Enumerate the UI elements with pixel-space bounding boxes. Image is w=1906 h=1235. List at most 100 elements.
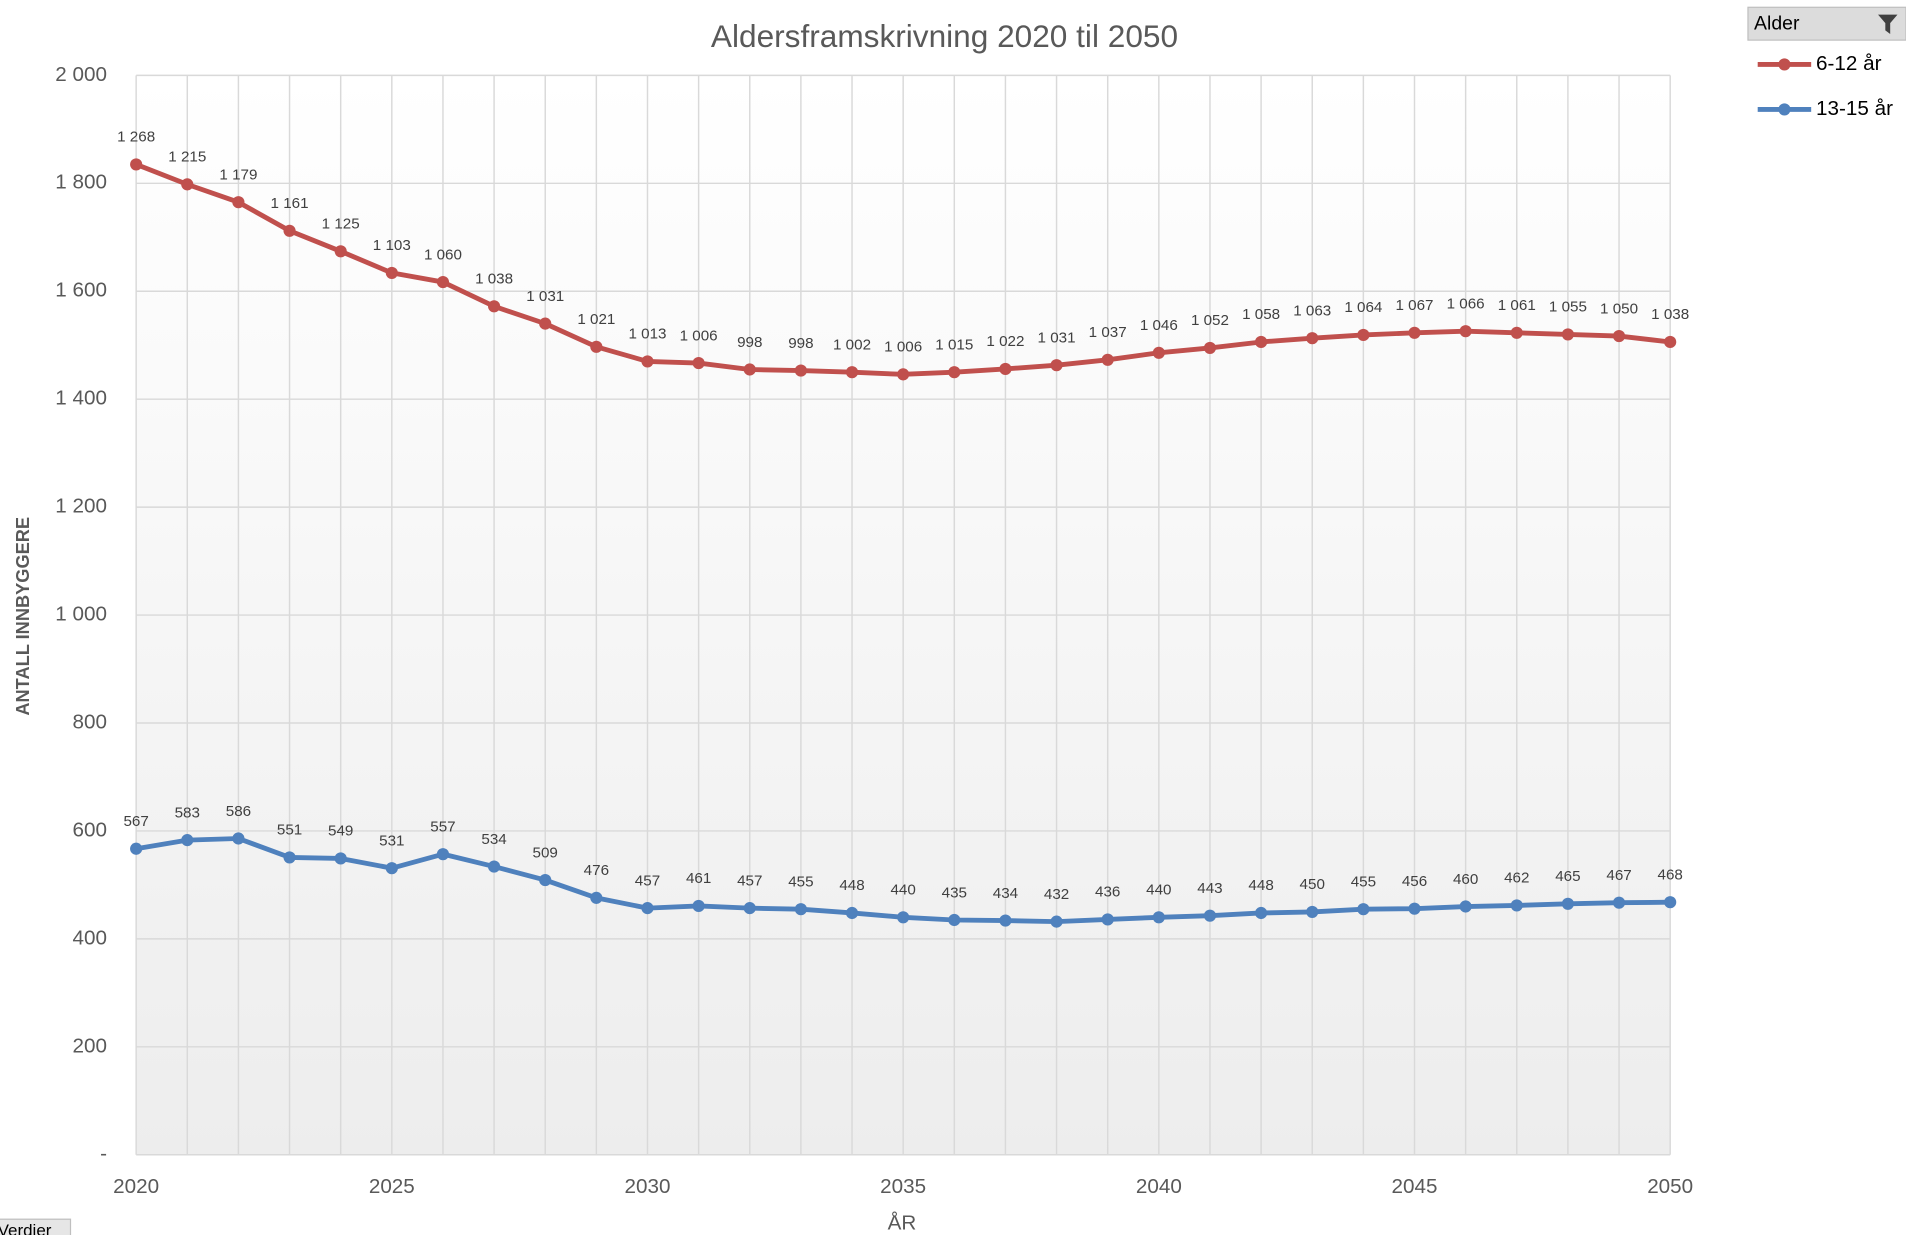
x-tick-label: 2025 [369,1175,415,1198]
point [999,362,1012,376]
data-label: 440 [890,882,915,899]
point [130,842,143,855]
field-button[interactable] [0,1218,72,1235]
point [385,862,398,875]
y-tick-label: - [100,1142,107,1165]
data-label: 476 [584,862,609,879]
point [1459,900,1472,913]
data-label: 549 [328,823,353,840]
data-label: 1 103 [373,237,411,254]
filter-icon[interactable] [1878,14,1898,35]
point [1612,329,1626,343]
data-label: 557 [430,818,455,835]
chart-title: Aldersframskrivning 2020 til 2050 [711,18,1178,54]
legend-marker [1778,103,1791,116]
y-tick-label: 1 400 [55,387,107,410]
point [1255,906,1268,920]
point [1561,328,1574,341]
point [539,873,552,887]
legend-marker [1778,58,1791,71]
data-label: 551 [277,822,302,839]
point [1152,911,1165,924]
data-label: 1 006 [884,339,922,356]
legend-label: 13-15 år [1816,97,1893,120]
point [1101,913,1114,926]
data-label: 1 060 [424,246,462,263]
point [1510,899,1523,912]
data-label: 1 125 [322,216,360,233]
point [385,266,398,279]
point [897,911,910,924]
data-label: 1 015 [935,336,973,353]
point [692,356,705,370]
y-tick-label: 200 [73,1034,107,1057]
data-label: 455 [1351,873,1376,890]
data-label: 998 [788,335,813,352]
y-tick-label: 1 200 [55,495,107,518]
point [232,196,245,209]
data-label: 1 006 [680,327,718,344]
point [1255,335,1268,349]
data-label: 1 063 [1293,302,1331,319]
point [181,834,194,847]
x-tick-label: 2040 [1136,1175,1182,1198]
data-label: 509 [533,844,558,861]
data-label: 1 022 [986,333,1024,350]
point [283,851,296,864]
point [1510,326,1523,339]
point [794,903,807,916]
point [794,364,807,377]
point [436,848,450,861]
point [999,914,1012,927]
data-label: 1 002 [833,336,871,353]
data-label: 1 061 [1498,297,1536,314]
data-label: 1 179 [219,166,257,183]
x-tick-label: 2045 [1392,1175,1438,1198]
data-label: 1 038 [1651,306,1689,323]
data-label: 1 052 [1191,312,1229,329]
legend-label: 6-12 år [1816,52,1882,75]
point [1459,325,1472,338]
data-label: 1 031 [526,288,564,305]
legend-header[interactable] [1747,6,1906,41]
data-label: 1 046 [1140,317,1178,334]
data-label: 1 067 [1395,297,1433,314]
point [1203,341,1217,354]
point [436,275,450,289]
x-tick-label: 2030 [625,1175,671,1198]
data-label: 1 066 [1447,295,1485,312]
y-tick-label: 1 800 [55,171,107,194]
y-tick-label: 800 [73,710,107,733]
data-label: 567 [123,813,148,830]
point [488,300,501,313]
point [1050,915,1063,928]
y-tick-label: 600 [73,818,107,841]
data-label: 1 268 [117,129,155,146]
data-label: 461 [686,870,711,887]
x-axis-title: ÅR [888,1212,917,1235]
point [334,852,347,865]
point [488,860,501,873]
point [641,355,654,368]
data-label: 450 [1300,876,1325,893]
data-label: 1 031 [1038,329,1076,346]
data-label: 448 [1248,877,1273,894]
data-label: 1 038 [475,271,513,288]
point [1357,328,1370,342]
x-tick-label: 2035 [880,1175,926,1198]
point [130,158,143,171]
data-label: 583 [175,804,200,821]
point [1408,902,1421,915]
x-tick-label: 2050 [1647,1175,1693,1198]
point [1664,896,1677,909]
point [743,902,756,915]
point [590,891,603,904]
data-label: 1 064 [1344,299,1382,316]
data-label: 432 [1044,886,1069,903]
data-label: 534 [481,831,506,848]
point [1664,335,1677,349]
point [692,899,705,913]
data-label: 1 013 [628,326,666,343]
